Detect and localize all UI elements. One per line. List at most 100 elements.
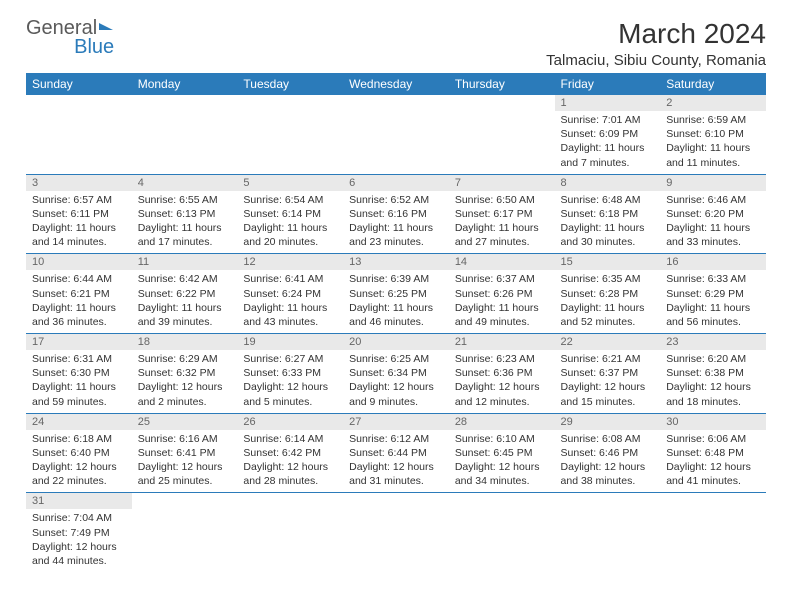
day-details: Sunrise: 6:29 AMSunset: 6:32 PMDaylight:…: [132, 350, 238, 413]
day-details: Sunrise: 6:25 AMSunset: 6:34 PMDaylight:…: [343, 350, 449, 413]
day-number: 29: [555, 414, 661, 430]
day-details: Sunrise: 7:01 AMSunset: 6:09 PMDaylight:…: [555, 111, 661, 174]
day-details: Sunrise: 6:20 AMSunset: 6:38 PMDaylight:…: [660, 350, 766, 413]
day-number: 17: [26, 334, 132, 350]
day-number: 12: [237, 254, 343, 270]
calendar-cell: 6Sunrise: 6:52 AMSunset: 6:16 PMDaylight…: [343, 174, 449, 254]
day-number: 10: [26, 254, 132, 270]
calendar-cell: 14Sunrise: 6:37 AMSunset: 6:26 PMDayligh…: [449, 254, 555, 334]
calendar-cell: 11Sunrise: 6:42 AMSunset: 6:22 PMDayligh…: [132, 254, 238, 334]
calendar-cell: [132, 493, 238, 572]
title-block: March 2024 Talmaciu, Sibiu County, Roman…: [546, 18, 766, 69]
calendar-cell: 31Sunrise: 7:04 AMSunset: 7:49 PMDayligh…: [26, 493, 132, 572]
flag-icon: [99, 23, 113, 30]
calendar-cell: 20Sunrise: 6:25 AMSunset: 6:34 PMDayligh…: [343, 334, 449, 414]
day-number: 27: [343, 414, 449, 430]
day-header: Thursday: [449, 73, 555, 95]
day-details: Sunrise: 6:14 AMSunset: 6:42 PMDaylight:…: [237, 430, 343, 493]
calendar-cell: 7Sunrise: 6:50 AMSunset: 6:17 PMDaylight…: [449, 174, 555, 254]
day-details: Sunrise: 7:04 AMSunset: 7:49 PMDaylight:…: [26, 509, 132, 572]
day-details: Sunrise: 6:21 AMSunset: 6:37 PMDaylight:…: [555, 350, 661, 413]
calendar-cell: 2Sunrise: 6:59 AMSunset: 6:10 PMDaylight…: [660, 95, 766, 174]
calendar-cell: 12Sunrise: 6:41 AMSunset: 6:24 PMDayligh…: [237, 254, 343, 334]
day-number: 6: [343, 175, 449, 191]
day-number: 13: [343, 254, 449, 270]
calendar-cell: 1Sunrise: 7:01 AMSunset: 6:09 PMDaylight…: [555, 95, 661, 174]
day-details: Sunrise: 6:27 AMSunset: 6:33 PMDaylight:…: [237, 350, 343, 413]
calendar-cell: 23Sunrise: 6:20 AMSunset: 6:38 PMDayligh…: [660, 334, 766, 414]
calendar-cell: 28Sunrise: 6:10 AMSunset: 6:45 PMDayligh…: [449, 413, 555, 493]
calendar-cell: 9Sunrise: 6:46 AMSunset: 6:20 PMDaylight…: [660, 174, 766, 254]
calendar-cell: 30Sunrise: 6:06 AMSunset: 6:48 PMDayligh…: [660, 413, 766, 493]
day-number: 18: [132, 334, 238, 350]
calendar-cell: [237, 95, 343, 174]
day-details: Sunrise: 6:10 AMSunset: 6:45 PMDaylight:…: [449, 430, 555, 493]
day-details: Sunrise: 6:12 AMSunset: 6:44 PMDaylight:…: [343, 430, 449, 493]
calendar-cell: 15Sunrise: 6:35 AMSunset: 6:28 PMDayligh…: [555, 254, 661, 334]
day-details: Sunrise: 6:57 AMSunset: 6:11 PMDaylight:…: [26, 191, 132, 254]
day-details: Sunrise: 6:52 AMSunset: 6:16 PMDaylight:…: [343, 191, 449, 254]
month-title: March 2024: [546, 18, 766, 50]
day-number: 19: [237, 334, 343, 350]
day-details: Sunrise: 6:08 AMSunset: 6:46 PMDaylight:…: [555, 430, 661, 493]
logo-text-blue: Blue: [74, 36, 114, 58]
calendar-cell: [26, 95, 132, 174]
day-header: Wednesday: [343, 73, 449, 95]
day-number: 15: [555, 254, 661, 270]
day-number: 23: [660, 334, 766, 350]
calendar-cell: [555, 493, 661, 572]
logo: GeneralBlue: [26, 18, 114, 58]
day-details: Sunrise: 6:37 AMSunset: 6:26 PMDaylight:…: [449, 270, 555, 333]
calendar-cell: [237, 493, 343, 572]
calendar-cell: 19Sunrise: 6:27 AMSunset: 6:33 PMDayligh…: [237, 334, 343, 414]
calendar-cell: 8Sunrise: 6:48 AMSunset: 6:18 PMDaylight…: [555, 174, 661, 254]
day-details: Sunrise: 6:46 AMSunset: 6:20 PMDaylight:…: [660, 191, 766, 254]
day-number: 24: [26, 414, 132, 430]
day-details: Sunrise: 6:06 AMSunset: 6:48 PMDaylight:…: [660, 430, 766, 493]
calendar-cell: 3Sunrise: 6:57 AMSunset: 6:11 PMDaylight…: [26, 174, 132, 254]
calendar-cell: [660, 493, 766, 572]
day-number: 22: [555, 334, 661, 350]
day-details: Sunrise: 6:31 AMSunset: 6:30 PMDaylight:…: [26, 350, 132, 413]
calendar-cell: [132, 95, 238, 174]
calendar-cell: 29Sunrise: 6:08 AMSunset: 6:46 PMDayligh…: [555, 413, 661, 493]
calendar-cell: 26Sunrise: 6:14 AMSunset: 6:42 PMDayligh…: [237, 413, 343, 493]
calendar-cell: 4Sunrise: 6:55 AMSunset: 6:13 PMDaylight…: [132, 174, 238, 254]
calendar-cell: 5Sunrise: 6:54 AMSunset: 6:14 PMDaylight…: [237, 174, 343, 254]
day-number: 4: [132, 175, 238, 191]
day-number: 3: [26, 175, 132, 191]
header: GeneralBlue March 2024 Talmaciu, Sibiu C…: [26, 18, 766, 69]
calendar-cell: [343, 95, 449, 174]
day-details: Sunrise: 6:16 AMSunset: 6:41 PMDaylight:…: [132, 430, 238, 493]
day-number: 26: [237, 414, 343, 430]
calendar-cell: [343, 493, 449, 572]
day-number: 31: [26, 493, 132, 509]
calendar-cell: [449, 95, 555, 174]
day-number: 5: [237, 175, 343, 191]
day-number: 25: [132, 414, 238, 430]
day-details: Sunrise: 6:55 AMSunset: 6:13 PMDaylight:…: [132, 191, 238, 254]
day-number: 16: [660, 254, 766, 270]
day-number: 2: [660, 95, 766, 111]
calendar-cell: 21Sunrise: 6:23 AMSunset: 6:36 PMDayligh…: [449, 334, 555, 414]
day-details: Sunrise: 6:54 AMSunset: 6:14 PMDaylight:…: [237, 191, 343, 254]
day-details: Sunrise: 6:35 AMSunset: 6:28 PMDaylight:…: [555, 270, 661, 333]
calendar-cell: 18Sunrise: 6:29 AMSunset: 6:32 PMDayligh…: [132, 334, 238, 414]
calendar-body: 1Sunrise: 7:01 AMSunset: 6:09 PMDaylight…: [26, 95, 766, 572]
day-number: 8: [555, 175, 661, 191]
calendar-cell: 10Sunrise: 6:44 AMSunset: 6:21 PMDayligh…: [26, 254, 132, 334]
day-number: 28: [449, 414, 555, 430]
day-number: 7: [449, 175, 555, 191]
day-details: Sunrise: 6:39 AMSunset: 6:25 PMDaylight:…: [343, 270, 449, 333]
day-number: 11: [132, 254, 238, 270]
day-details: Sunrise: 6:18 AMSunset: 6:40 PMDaylight:…: [26, 430, 132, 493]
day-number: 21: [449, 334, 555, 350]
day-details: Sunrise: 6:23 AMSunset: 6:36 PMDaylight:…: [449, 350, 555, 413]
day-number: 30: [660, 414, 766, 430]
calendar-cell: 22Sunrise: 6:21 AMSunset: 6:37 PMDayligh…: [555, 334, 661, 414]
calendar-cell: 17Sunrise: 6:31 AMSunset: 6:30 PMDayligh…: [26, 334, 132, 414]
day-header: Tuesday: [237, 73, 343, 95]
calendar-cell: 27Sunrise: 6:12 AMSunset: 6:44 PMDayligh…: [343, 413, 449, 493]
day-details: Sunrise: 6:48 AMSunset: 6:18 PMDaylight:…: [555, 191, 661, 254]
day-number: 9: [660, 175, 766, 191]
